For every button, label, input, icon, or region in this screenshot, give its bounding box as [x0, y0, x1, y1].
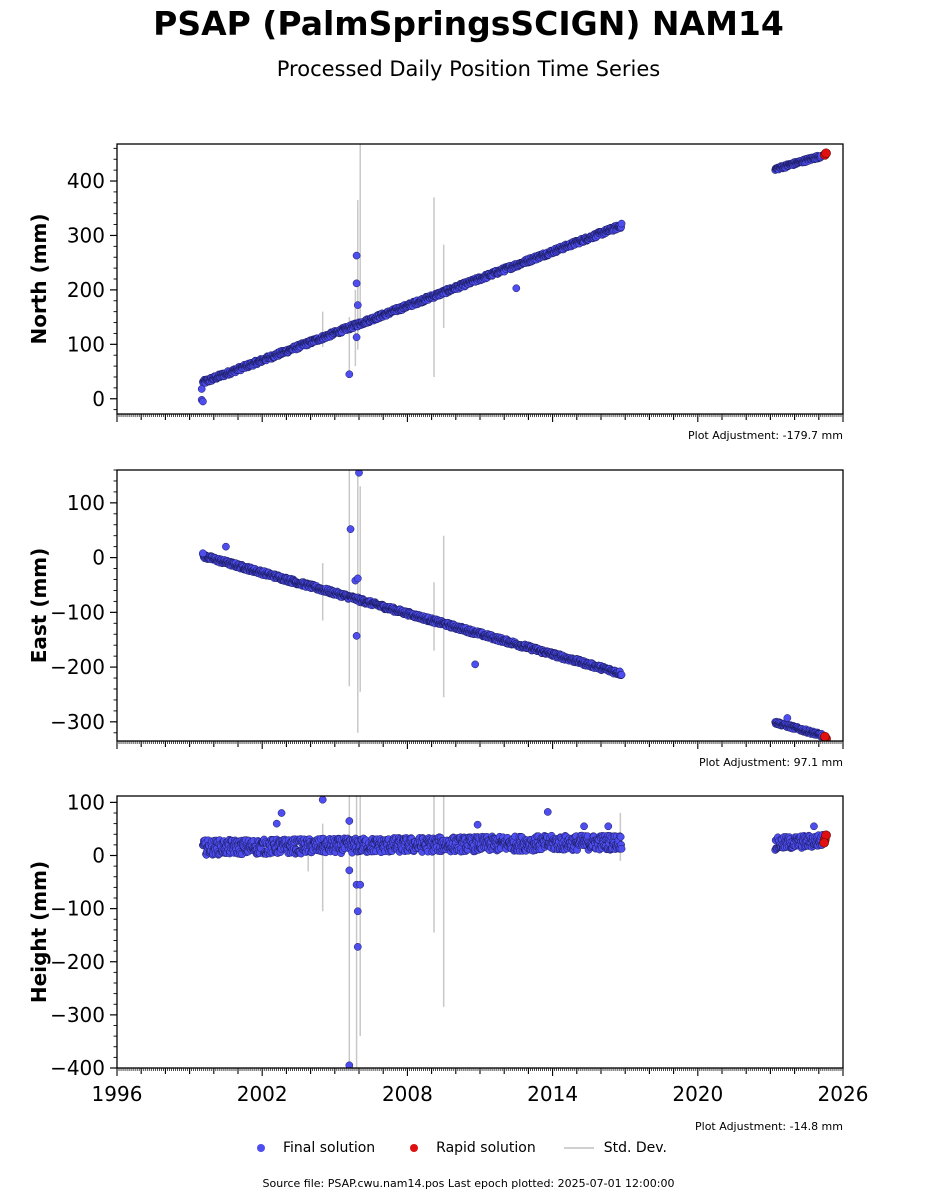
x-tick-label: 1996 [92, 1082, 143, 1106]
y-tick-label: −300 [50, 1003, 105, 1027]
y-tick-label: −300 [50, 710, 105, 734]
y-tick-label: 400 [67, 169, 105, 193]
final-point [352, 279, 361, 288]
plot-adjustment-note: Plot Adjustment: 97.1 mm [699, 756, 843, 769]
legend-item-std: Std. Dev. [563, 1140, 667, 1156]
final-point [604, 822, 613, 831]
rapid-point [821, 148, 831, 159]
legend-label-final: Final solution [283, 1140, 376, 1156]
legend-label-std: Std. Dev. [603, 1140, 667, 1156]
final-point [473, 820, 482, 829]
source-footer: Source file: PSAP.cwu.nam14.pos Last epo… [262, 1177, 675, 1190]
final-point [272, 819, 281, 828]
final-point [345, 866, 354, 875]
final-point [353, 574, 362, 583]
rapid-solution-marker [410, 1144, 419, 1152]
panel-1-plot-area [199, 470, 831, 741]
plot-adjustment-note: Plot Adjustment: -14.8 mm [695, 1120, 843, 1133]
final-point [810, 822, 818, 831]
final-solution-marker [257, 1144, 265, 1152]
final-point [222, 542, 230, 551]
y-tick-label: 100 [67, 790, 105, 814]
final-point [580, 822, 588, 831]
x-tick-label: 2020 [672, 1082, 723, 1106]
legend-label-rapid: Rapid solution [436, 1140, 536, 1156]
x-tick-label: 2002 [237, 1082, 288, 1106]
y-tick-label: 100 [67, 491, 105, 515]
legend-item-rapid: Rapid solution [403, 1140, 536, 1156]
y-axis-label: East (mm) [27, 548, 51, 664]
final-point [512, 284, 521, 293]
final-point [471, 660, 480, 669]
final-point [356, 880, 365, 889]
y-tick-label: 300 [67, 223, 105, 247]
y-tick-label: 200 [67, 278, 105, 302]
final-point [617, 670, 626, 679]
final-point [355, 470, 363, 477]
final-point [199, 397, 207, 406]
y-tick-label: 0 [92, 546, 105, 570]
y-tick-label: 100 [67, 332, 105, 356]
final-point [199, 549, 207, 558]
panel-2-plot-area [199, 796, 831, 1068]
final-point [616, 833, 625, 841]
final-point [345, 817, 354, 825]
y-tick-label: −200 [50, 950, 105, 974]
legend-item-final: Final solution [250, 1140, 375, 1156]
x-tick-label: 2008 [382, 1082, 433, 1106]
y-tick-label: 0 [92, 387, 105, 411]
final-point [353, 907, 362, 916]
y-tick-label: 0 [92, 844, 105, 868]
final-point [617, 219, 626, 228]
y-tick-label: −200 [50, 655, 105, 679]
final-point [352, 333, 361, 342]
rapid-point [819, 837, 829, 848]
rapid-point [820, 731, 830, 741]
chart-subtitle: Processed Daily Position Time Series [276, 57, 661, 81]
y-tick-label: −100 [50, 897, 105, 921]
final-point [617, 844, 626, 853]
final-point [543, 808, 552, 816]
final-point [277, 809, 286, 817]
final-point [352, 632, 361, 640]
final-point [346, 525, 355, 533]
final-point [353, 301, 362, 309]
final-point [352, 251, 361, 260]
y-axis-label: North (mm) [27, 213, 51, 344]
final-point [197, 385, 206, 393]
panel-1-frame [116, 469, 844, 742]
final-point [353, 943, 362, 951]
std-dev-line-marker [563, 1147, 594, 1149]
plot-adjustment-note: Plot Adjustment: -179.7 mm [688, 429, 843, 442]
final-point [345, 1061, 354, 1068]
final-point [345, 370, 354, 379]
final-point [783, 714, 792, 722]
y-axis-label: Height (mm) [27, 861, 51, 1003]
panel-0-plot-area [197, 144, 831, 406]
legend: Final solution Rapid solution Std. Dev. [250, 1137, 695, 1159]
chart-title: PSAP (PalmSpringsSCIGN) NAM14 [153, 4, 784, 43]
final-point [318, 796, 327, 804]
y-tick-label: −400 [50, 1056, 105, 1080]
y-tick-label: −100 [50, 600, 105, 624]
x-tick-label: 2014 [527, 1082, 578, 1106]
x-tick-label: 2026 [818, 1082, 869, 1106]
